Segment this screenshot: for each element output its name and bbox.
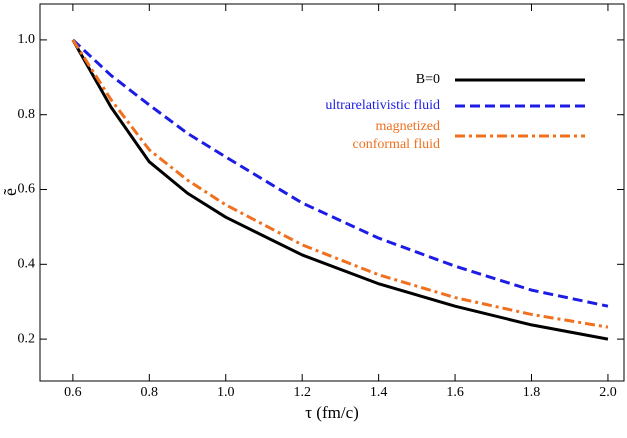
legend-label: B=0 xyxy=(416,72,440,87)
legend-label: magnetized conformal fluid xyxy=(353,119,440,152)
x-tick-label: 1.2 xyxy=(293,385,311,400)
y-axis-label: ẽ xyxy=(0,188,20,196)
x-tick-label: 1.6 xyxy=(446,385,464,400)
y-tick-label: 0.6 xyxy=(18,182,36,197)
x-tick-label: 1.8 xyxy=(523,385,541,400)
y-tick-label: 0.2 xyxy=(18,331,36,346)
plot-frame xyxy=(39,3,625,382)
x-tick-label: 1.4 xyxy=(370,385,388,400)
x-tick-label: 2.0 xyxy=(599,385,617,400)
y-tick-label: 1.0 xyxy=(18,32,36,47)
series-line xyxy=(71,39,609,329)
series-line xyxy=(71,39,609,341)
legend-label-line: B=0 xyxy=(416,72,440,87)
x-tick-label: 0.6 xyxy=(64,385,82,400)
legend-label-line: conformal fluid xyxy=(353,137,440,152)
legend-label: ultrarelativistic fluid xyxy=(325,98,440,113)
legend-label-line: ultrarelativistic fluid xyxy=(325,98,440,113)
series-line xyxy=(71,38,609,308)
x-tick-label: 0.8 xyxy=(141,385,159,400)
x-tick-label: 1.0 xyxy=(217,385,235,400)
x-axis-label: τ (fm/c) xyxy=(305,403,359,422)
y-tick-label: 0.8 xyxy=(18,107,36,122)
y-tick-label: 0.4 xyxy=(18,257,36,272)
legend-label-line: magnetized xyxy=(375,119,440,134)
